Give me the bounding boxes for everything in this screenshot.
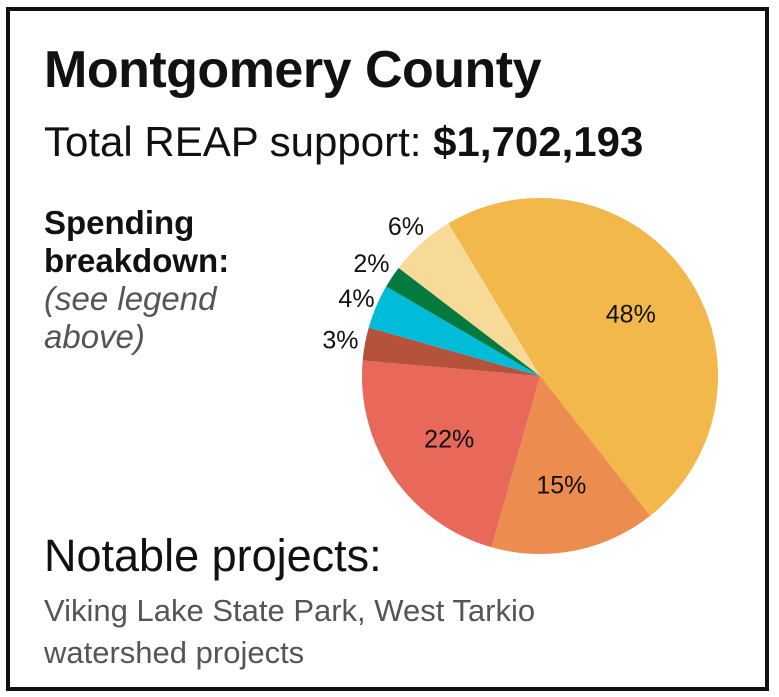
pie-slice-label: 2%: [353, 250, 389, 278]
support-label: Total REAP support:: [44, 118, 434, 165]
pie-slice: [448, 197, 719, 516]
pie-slice-label: 22%: [424, 426, 474, 454]
pie-slice: [398, 223, 540, 376]
pie-slice: [362, 327, 540, 376]
notable-projects-heading: Notable projects:: [44, 530, 382, 581]
breakdown-heading-line2: breakdown:: [44, 242, 230, 279]
breakdown-heading-line1: Spending: [44, 204, 195, 241]
pie-slice-label: 6%: [388, 213, 424, 241]
pie-slice-label: 48%: [606, 300, 656, 328]
support-amount: $1,702,193: [433, 118, 644, 165]
pie-slice: [362, 360, 540, 548]
pie-slice-label: 3%: [322, 326, 358, 354]
pie-slice: [386, 267, 540, 376]
spending-breakdown: Spending breakdown: (see legend above): [44, 204, 229, 356]
legend-note-line1: (see legend: [44, 280, 217, 317]
pie-slice: [368, 286, 540, 376]
county-title: Montgomery County: [44, 41, 542, 99]
notable-projects-text: Viking Lake State Park, West Tarkio wate…: [44, 593, 536, 670]
pie-slice: [491, 376, 651, 554]
pie-slice-label: 15%: [536, 471, 586, 499]
pie-slice-label: 4%: [338, 285, 374, 313]
legend-note-line2: above): [44, 318, 145, 355]
total-support: Total REAP support: $1,702,193: [44, 118, 643, 166]
